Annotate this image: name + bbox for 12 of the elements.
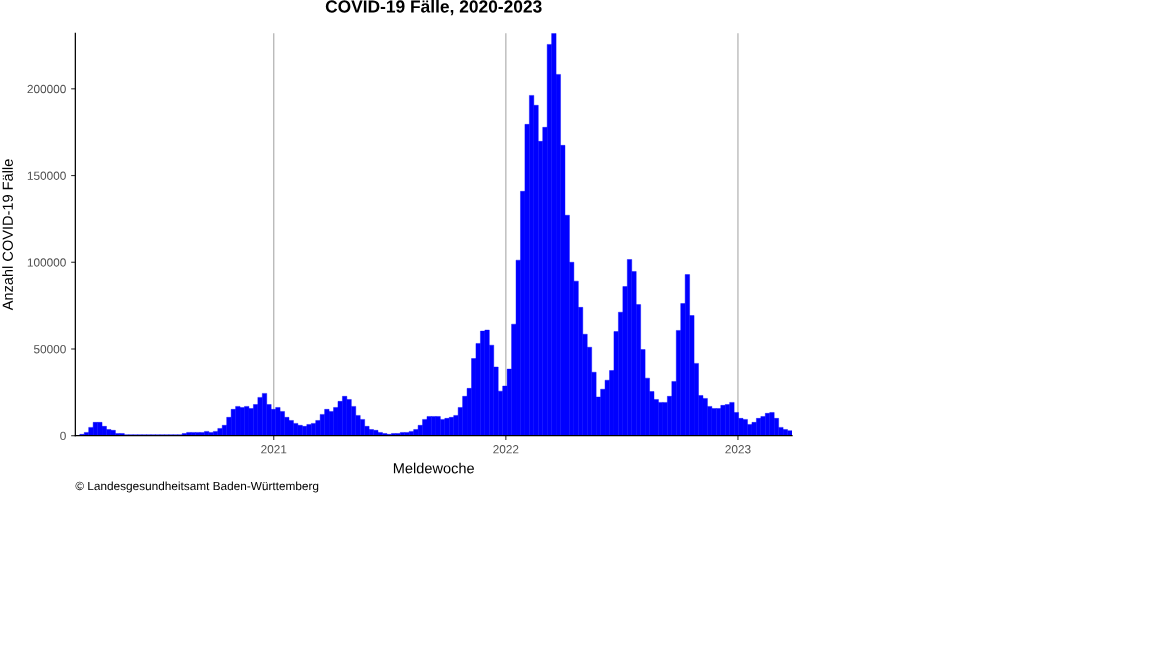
x-axis-title: Meldewoche: [393, 462, 474, 474]
y-tick-label: 100000: [27, 258, 66, 267]
x-tick-label: 2023: [725, 445, 751, 454]
y-tick-label: 150000: [27, 171, 66, 180]
x-tick-label: 2022: [493, 445, 519, 454]
chart-title: COVID-19 Fälle, 2020-2023: [325, 0, 542, 16]
y-tick-label: 50000: [33, 345, 66, 354]
y-axis-title: Anzahl COVID-19 Fälle: [2, 159, 13, 311]
x-tick-label: 2021: [261, 445, 287, 454]
text: © Landesgesundheitsamt Baden-Württemberg: [75, 481, 319, 493]
y-tick-label: 200000: [27, 84, 66, 94]
y-tick-label: 0: [60, 431, 66, 441]
